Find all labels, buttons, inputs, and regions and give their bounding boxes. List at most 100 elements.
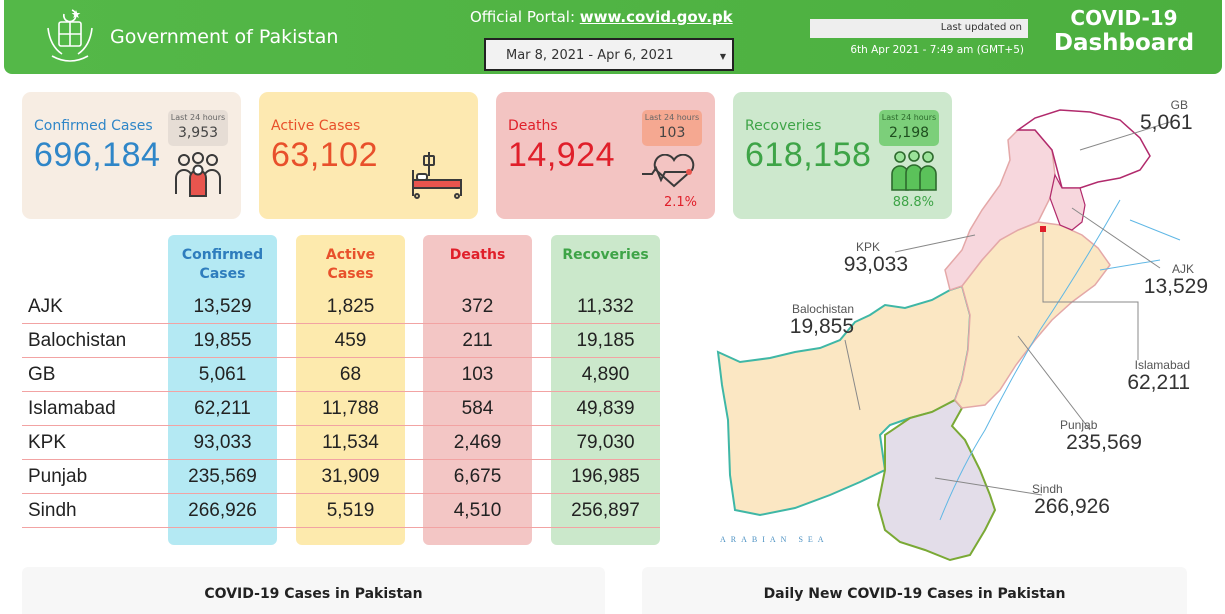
daily-cases-chart-title: Daily New COVID-19 Cases in Pakistan [763,586,1066,602]
confirmed-cases-value: 696,184 [34,136,161,174]
map-region-name: Sindh [1032,482,1063,496]
state-emblem-icon [47,9,93,62]
active-cases-label: Active Cases [271,118,361,134]
deaths-cell: 584 [461,398,494,419]
dashboard-title-line1: COVID-19 [1070,6,1178,30]
confirmed-cell: 93,033 [193,432,252,453]
deaths-cell: 4,510 [453,500,502,521]
active-cell: 5,519 [326,500,375,521]
deaths-value: 14,924 [508,136,615,174]
death-rate: 2.1% [663,195,697,210]
deaths-last24-badge: Last 24 hours 103 [642,110,702,146]
recovered-people-icon [891,150,937,191]
header-bar: Government of Pakistan Official Portal: … [4,0,1222,74]
deaths-cell: 6,675 [453,466,502,487]
table-row: Balochistan 19,855 459 211 19,185 [22,324,660,358]
active-cell: 31,909 [321,466,380,487]
region-name: AJK [28,296,63,317]
confirmed-cell: 235,569 [188,466,257,487]
official-portal: Official Portal: www.covid.gov.pk [470,8,733,26]
confirmed-last24-badge: Last 24 hours 3,953 [168,110,228,146]
hospital-bed-icon [412,152,462,199]
table-row: Punjab 235,569 31,909 6,675 196,985 [22,460,660,494]
region-name: Punjab [28,466,88,487]
last24-label: Last 24 hours [644,113,700,122]
last-updated-value: 6th Apr 2021 - 7:49 am (GMT+5) [850,44,1024,56]
recoveries-cell: 11,332 [577,296,634,317]
dashboard-title-line2: Dashboard [1053,30,1195,56]
active-cases-value: 63,102 [271,136,378,174]
region-ajk [1049,173,1086,231]
recoveries-cell: 19,185 [576,330,635,351]
confirmed-cases-card: Confirmed Cases 696,184 Last 24 hours 3,… [22,92,241,219]
map-label-ajk: AJK 13,529 [1130,262,1208,297]
confirmed-cases-label: Confirmed Cases [34,118,153,134]
active-cell: 459 [334,330,367,351]
region-name: Islamabad [28,398,116,419]
map-region-name: GB [1170,98,1188,112]
heartbeat-icon [642,154,695,188]
daily-cases-chart-panel: Daily New COVID-19 Cases in Pakistan [642,567,1187,614]
map-region-name: Balochistan [791,302,854,316]
portal-link[interactable]: www.covid.gov.pk [579,8,733,26]
table-row: KPK 93,033 11,534 2,469 79,030 [22,426,660,460]
recovery-rate: 88.8% [892,195,934,210]
map-region-value: 13,529 [1143,275,1208,298]
recoveries-cell: 79,030 [576,432,635,453]
recoveries-cell: 256,897 [571,500,640,521]
dashboard-title: COVID-19 Dashboard [1044,6,1204,58]
recoveries-cell: 49,839 [576,398,635,419]
last24-label: Last 24 hours [881,113,937,122]
recoveries-cell: 4,890 [581,364,630,385]
map-label-kpk: KPK 93,033 [818,240,908,275]
map-region-value: 62,211 [1127,371,1190,394]
map-label-gb: GB 5,061 [1140,98,1193,134]
table-row: AJK 13,529 1,825 372 11,332 [22,290,660,324]
date-range-select[interactable]: Mar 8, 2021 - Apr 6, 2021 ▼ [484,38,734,71]
dropdown-caret-icon: ▼ [719,52,726,61]
map-label-punjab: Punjab 235,569 [1050,418,1142,453]
map-region-name: KPK [856,240,881,254]
recoveries-card: Recoveries 618,158 Last 24 hours 2,198 8… [733,92,952,219]
deaths-cell: 103 [461,364,494,385]
map-label-balochistan: Balochistan 19,855 [760,302,854,337]
deaths-cell: 372 [461,296,494,317]
region-name: Sindh [28,500,77,521]
active-cases-card: Active Cases 63,102 [259,92,478,219]
header-confirmed-line1: Confirmed [181,247,264,263]
recoveries-last24-badge: Last 24 hours 2,198 [879,110,939,146]
header-deaths: Deaths [423,246,532,265]
region-name: GB [28,364,56,385]
recoveries-value: 618,158 [745,136,872,174]
pakistan-map: ARABIAN SEA GB 5,061 KPK 93,033 AJK 13,5… [700,90,1225,570]
region-name: Balochistan [28,330,127,351]
header-active-line2: Cases [327,266,374,282]
confirmed-last24-value: 3,953 [177,125,219,141]
map-region-value: 235,569 [1066,431,1142,454]
map-region-name: AJK [1171,262,1194,276]
active-cell: 1,825 [326,296,375,317]
confirmed-cell: 19,855 [193,330,252,351]
portal-prefix: Official Portal: [470,8,580,26]
header-active-line1: Active [325,247,376,263]
confirmed-cell: 5,061 [198,364,247,385]
map-region-value: 5,061 [1140,111,1193,134]
recoveries-last24-value: 2,198 [888,125,930,141]
map-region-value: 19,855 [789,315,854,338]
last24-label: Last 24 hours [170,113,226,122]
confirmed-cell: 62,211 [194,398,251,419]
map-graphic: ARABIAN SEA [716,109,1181,562]
recoveries-cell: 196,985 [571,466,640,487]
header-active: Active Cases [296,246,405,284]
table-row: Islamabad 62,211 11,788 584 49,839 [22,392,660,426]
header-recoveries-line1: Recoveries [562,247,649,263]
active-cell: 11,534 [322,432,379,453]
map-region-name: Islamabad [1134,358,1190,372]
active-cell: 68 [339,364,362,385]
deaths-cell: 2,469 [453,432,502,453]
deaths-cell: 211 [462,330,493,351]
people-icon [175,152,221,197]
confirmed-cell: 13,529 [193,296,252,317]
region-name: KPK [28,432,67,453]
header-deaths-line1: Deaths [449,247,506,263]
